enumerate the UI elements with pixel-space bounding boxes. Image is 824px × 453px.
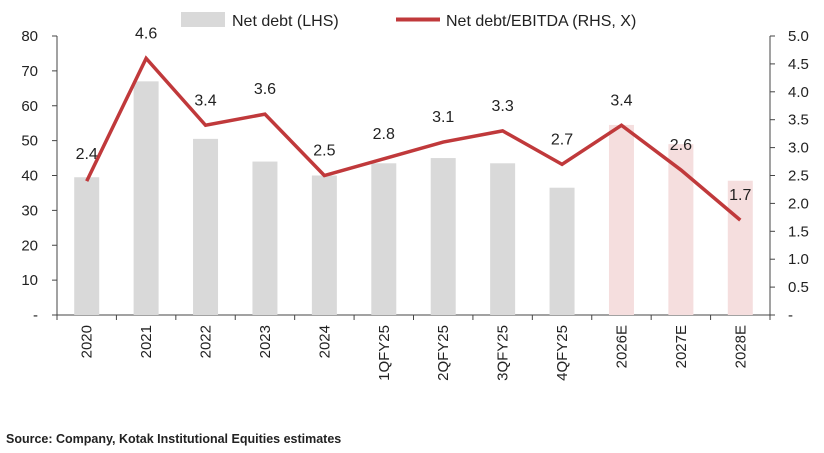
net-debt-bar (430, 158, 456, 315)
ratio-data-label: 2.5 (313, 143, 335, 160)
left-tick-label: 20 (21, 237, 38, 254)
left-tick-label: 10 (21, 272, 38, 289)
x-category-label: 3QFY25 (495, 325, 512, 381)
left-tick-label: 60 (21, 98, 38, 115)
net-debt-bar (608, 124, 634, 316)
ratio-data-label: 2.7 (551, 131, 573, 148)
right-tick-label: 2.5 (788, 168, 809, 185)
net-debt-ebitda-line (85, 55, 742, 222)
ratio-data-label: 3.1 (432, 109, 454, 126)
x-category-label: 2027E (673, 325, 690, 368)
right-tick-label: 3.5 (788, 112, 809, 129)
ratio-data-label: 3.6 (254, 81, 276, 98)
right-tick-label: 5.0 (788, 28, 809, 45)
chart: Net debt (LHS) Net debt/EBITDA (RHS, X) … (21, 12, 809, 381)
left-tick-label: 80 (21, 28, 38, 45)
x-category-label: 2020 (79, 325, 96, 358)
ratio-data-label: 2.8 (373, 126, 395, 143)
net-debt-bar (74, 177, 100, 315)
plot-area: - 10 20 30 40 50 60 70 80 - 0.5 1.0 1.5 2.0 2.5 3.0 3.5 4… (21, 25, 809, 381)
net-debt-bar (252, 161, 278, 315)
left-tick-label: 40 (21, 168, 38, 185)
left-tick-label: 30 (21, 202, 38, 219)
ratio-data-label: 4.6 (135, 25, 157, 42)
net-debt-bar (311, 175, 337, 315)
right-tick-label: 1.5 (788, 223, 809, 240)
x-category-label: 2028E (732, 325, 749, 368)
ratio-data-label: 2.4 (76, 146, 98, 163)
x-category-label: 1QFY25 (376, 325, 393, 381)
right-tick-label: 2.0 (788, 195, 809, 212)
net-debt-bar (490, 163, 516, 315)
right-tick-label: - (788, 307, 793, 324)
left-tick-label: 70 (21, 63, 38, 80)
ratio-data-label: 3.3 (492, 98, 514, 115)
source-note: Source: Company, Kotak Institutional Equ… (6, 432, 342, 446)
net-debt-bar (133, 81, 159, 316)
right-tick-label: 0.5 (788, 279, 809, 296)
ratio-data-label: 2.6 (670, 137, 692, 154)
ratio-data-label: 3.4 (610, 92, 632, 109)
right-tick-label: 3.0 (788, 140, 809, 157)
x-category-label: 2021 (138, 325, 155, 358)
legend-bar-label: Net debt (LHS) (232, 13, 339, 30)
net-debt-bar (727, 180, 753, 315)
right-tick-label: 4.5 (788, 56, 809, 73)
x-category-label: 2024 (316, 325, 333, 358)
right-tick-label: 1.0 (788, 251, 809, 268)
net-debt-bar (668, 144, 694, 315)
legend-line-label: Net debt/EBITDA (RHS, X) (446, 13, 636, 30)
right-tick-label: 4.0 (788, 84, 809, 101)
x-category-label: 2023 (257, 325, 274, 358)
left-tick-label: - (33, 307, 38, 324)
x-category-label: 2022 (198, 325, 215, 358)
net-debt-bar (193, 138, 219, 315)
left-tick-label: 50 (21, 133, 38, 150)
ratio-data-label: 3.4 (194, 92, 216, 109)
ratio-data-label: 1.7 (729, 187, 751, 204)
x-category-label: 4QFY25 (554, 325, 571, 381)
legend: Net debt (LHS) Net debt/EBITDA (RHS, X) (181, 12, 636, 30)
net-debt-bar (371, 163, 397, 315)
net-debt-bar (549, 187, 575, 315)
legend-bar-swatch (181, 12, 225, 27)
x-category-label: 2QFY25 (435, 325, 452, 381)
x-category-label: 2026E (613, 325, 630, 368)
